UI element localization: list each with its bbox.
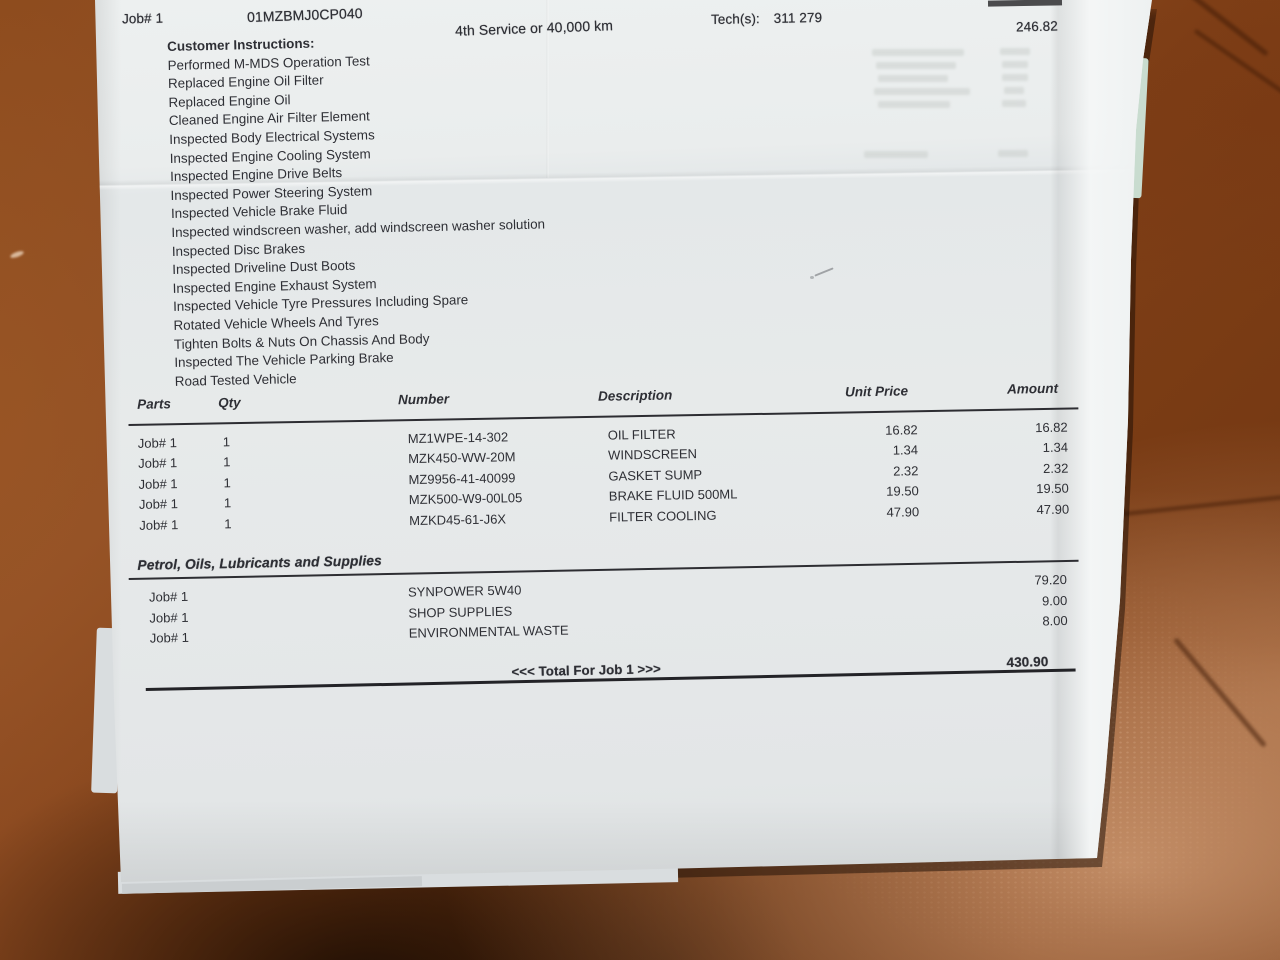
cell-job: Job# 1 (138, 496, 179, 512)
col-header-number: Number (397, 391, 450, 408)
total-label: <<< Total For Job 1 >>> (511, 661, 661, 680)
col-header-unit-price: Unit Price (844, 383, 909, 400)
col-header-parts: Parts (137, 396, 172, 412)
cell-job: Job# 1 (138, 455, 178, 472)
cell-job: Job# 1 (137, 435, 177, 451)
customer-instructions: Customer Instructions: Performed M-MDS O… (167, 30, 549, 392)
pol-title: Petrol, Oils, Lubricants and Supplies (137, 553, 382, 573)
pencil-mark (814, 267, 834, 277)
cell-job: Job# 1 (138, 475, 178, 492)
cell-unit-price: 16.82 (885, 422, 918, 438)
cell-amount: 47.90 (1036, 501, 1070, 517)
paper-vertical-crease (546, 0, 549, 178)
cell-amount: 9.00 (1041, 592, 1068, 608)
col-header-qty: Qty (218, 395, 241, 411)
job-number-label: Job# 1 (121, 10, 164, 27)
techs-line: Tech(s): 311 279 (711, 10, 822, 27)
total-amount: 430.90 (1006, 654, 1049, 670)
cell-amount: 79.20 (1034, 571, 1068, 588)
cell-unit-price: 19.50 (886, 483, 919, 499)
cell-unit-price: 1.34 (892, 442, 919, 459)
col-header-amount: Amount (1006, 380, 1059, 397)
reference-code: 01MZBMJ0CP040 (246, 4, 363, 26)
header-amount: 246.82 (1015, 18, 1059, 35)
cell-description: FILTER COOLING (609, 507, 717, 525)
cell-job: Job# 1 (139, 516, 179, 533)
techs-label: Tech(s): (710, 11, 760, 27)
cell-job: Job# 1 (149, 629, 190, 646)
techs-value: 311 279 (773, 10, 823, 26)
cell-number: MZKD45-61-J6X (409, 510, 507, 528)
cell-unit-price: 47.90 (886, 503, 920, 520)
col-header-description: Description (597, 387, 673, 404)
pencil-mark-dot (810, 276, 814, 279)
cell-amount: 8.00 (1042, 612, 1068, 629)
cell-qty: 1 (224, 515, 232, 531)
cell-unit-price: 2.32 (892, 462, 919, 479)
